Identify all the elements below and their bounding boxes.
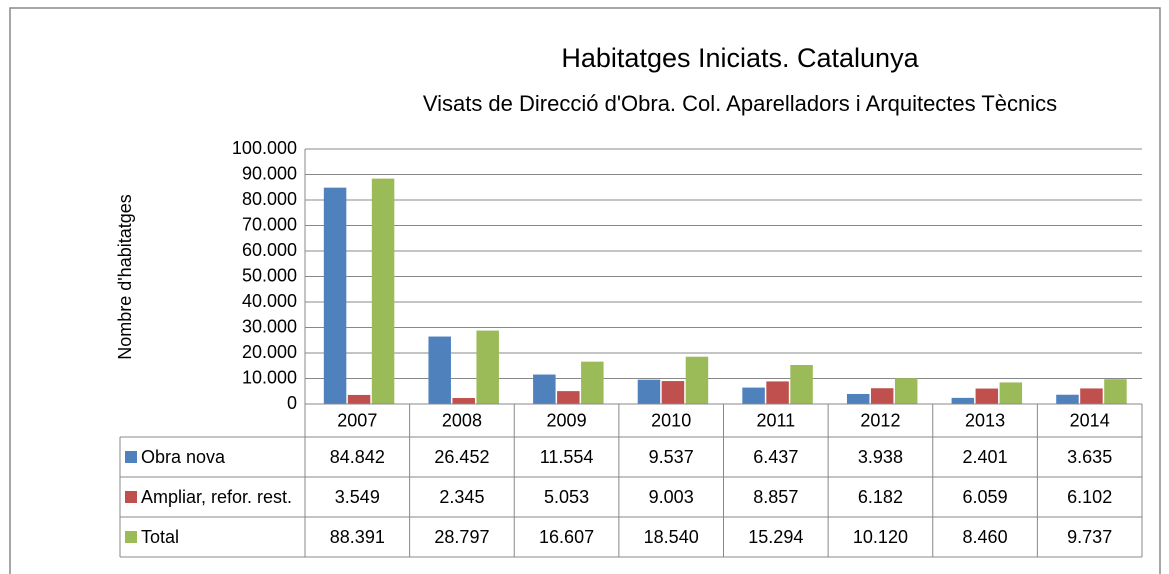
bar	[766, 381, 789, 404]
bar	[637, 379, 661, 404]
x-tick-label: 2010	[651, 410, 691, 430]
y-tick-label: 40.000	[242, 291, 297, 311]
y-tick-label: 0	[287, 393, 297, 413]
table-value: 6.182	[858, 487, 903, 507]
x-tick-label: 2013	[965, 410, 1005, 430]
table-value: 16.607	[539, 527, 594, 547]
table-value: 9.003	[649, 487, 694, 507]
table-value: 84.842	[330, 447, 385, 467]
table-value: 28.797	[434, 527, 489, 547]
table-value: 11.554	[540, 447, 594, 467]
table-value: 3.938	[858, 447, 903, 467]
bar	[557, 391, 580, 404]
table-value: 18.540	[644, 527, 699, 547]
table-value: 6.102	[1067, 487, 1112, 507]
table-value: 15.294	[748, 527, 803, 547]
y-tick-label: 30.000	[242, 316, 297, 336]
bar	[790, 365, 813, 404]
y-tick-label: 90.000	[242, 163, 297, 183]
bar	[452, 398, 475, 404]
bar	[661, 381, 685, 404]
table-value: 9.737	[1067, 527, 1112, 547]
table-value: 3.549	[335, 487, 380, 507]
y-tick-label: 20.000	[242, 342, 297, 362]
table-value: 2.345	[439, 487, 484, 507]
bar	[533, 374, 556, 404]
x-tick-label: 2014	[1070, 410, 1110, 430]
table-value: 10.120	[853, 527, 908, 547]
bar	[581, 361, 604, 404]
y-tick-label: 10.000	[242, 367, 297, 387]
table-value: 3.635	[1067, 447, 1112, 467]
y-tick-label: 50.000	[242, 265, 297, 285]
table-value: 8.857	[753, 487, 798, 507]
y-tick-label: 70.000	[242, 214, 297, 234]
table-value: 2.401	[963, 447, 1008, 467]
table-value: 6.059	[963, 487, 1008, 507]
legend-swatch	[125, 531, 137, 543]
legend-swatch	[125, 491, 137, 503]
x-tick-label: 2007	[337, 410, 377, 430]
bar	[1056, 394, 1079, 404]
legend-swatch	[125, 451, 137, 463]
chart-frame	[9, 7, 1161, 574]
bar	[975, 388, 999, 404]
bar	[428, 336, 451, 404]
y-tick-label: 60.000	[242, 240, 297, 260]
x-tick-label: 2008	[442, 410, 482, 430]
x-tick-label: 2012	[860, 410, 900, 430]
chart-title: Habitatges Iniciats. Catalunya	[561, 43, 919, 73]
bar	[1104, 379, 1127, 404]
x-tick-label: 2009	[547, 410, 587, 430]
table-value: 6.437	[753, 447, 798, 467]
bar	[870, 388, 894, 404]
legend-label: Total	[141, 527, 179, 547]
y-axis-label: Nombre d'habitatges	[115, 194, 135, 360]
table-value: 26.452	[434, 447, 489, 467]
chart-subtitle: Visats de Direcció d'Obra. Col. Aparella…	[423, 91, 1057, 116]
y-tick-label: 80.000	[242, 189, 297, 209]
x-tick-label: 2011	[756, 410, 795, 430]
table-value: 5.053	[544, 487, 589, 507]
bar	[742, 387, 765, 404]
bar	[999, 382, 1023, 404]
table-value: 9.537	[649, 447, 694, 467]
bar	[894, 378, 918, 404]
bar	[476, 330, 499, 404]
y-tick-label: 100.000	[232, 138, 297, 158]
bar	[1080, 388, 1103, 404]
bar	[371, 178, 395, 404]
bar	[951, 397, 975, 404]
table-value: 8.460	[963, 527, 1008, 547]
bar	[347, 394, 371, 404]
bar	[846, 393, 870, 404]
legend-label: Obra nova	[141, 447, 226, 467]
legend-label: Ampliar, refor. rest.	[141, 487, 292, 507]
bar	[323, 187, 347, 404]
table-value: 88.391	[330, 527, 385, 547]
bar	[685, 356, 709, 404]
